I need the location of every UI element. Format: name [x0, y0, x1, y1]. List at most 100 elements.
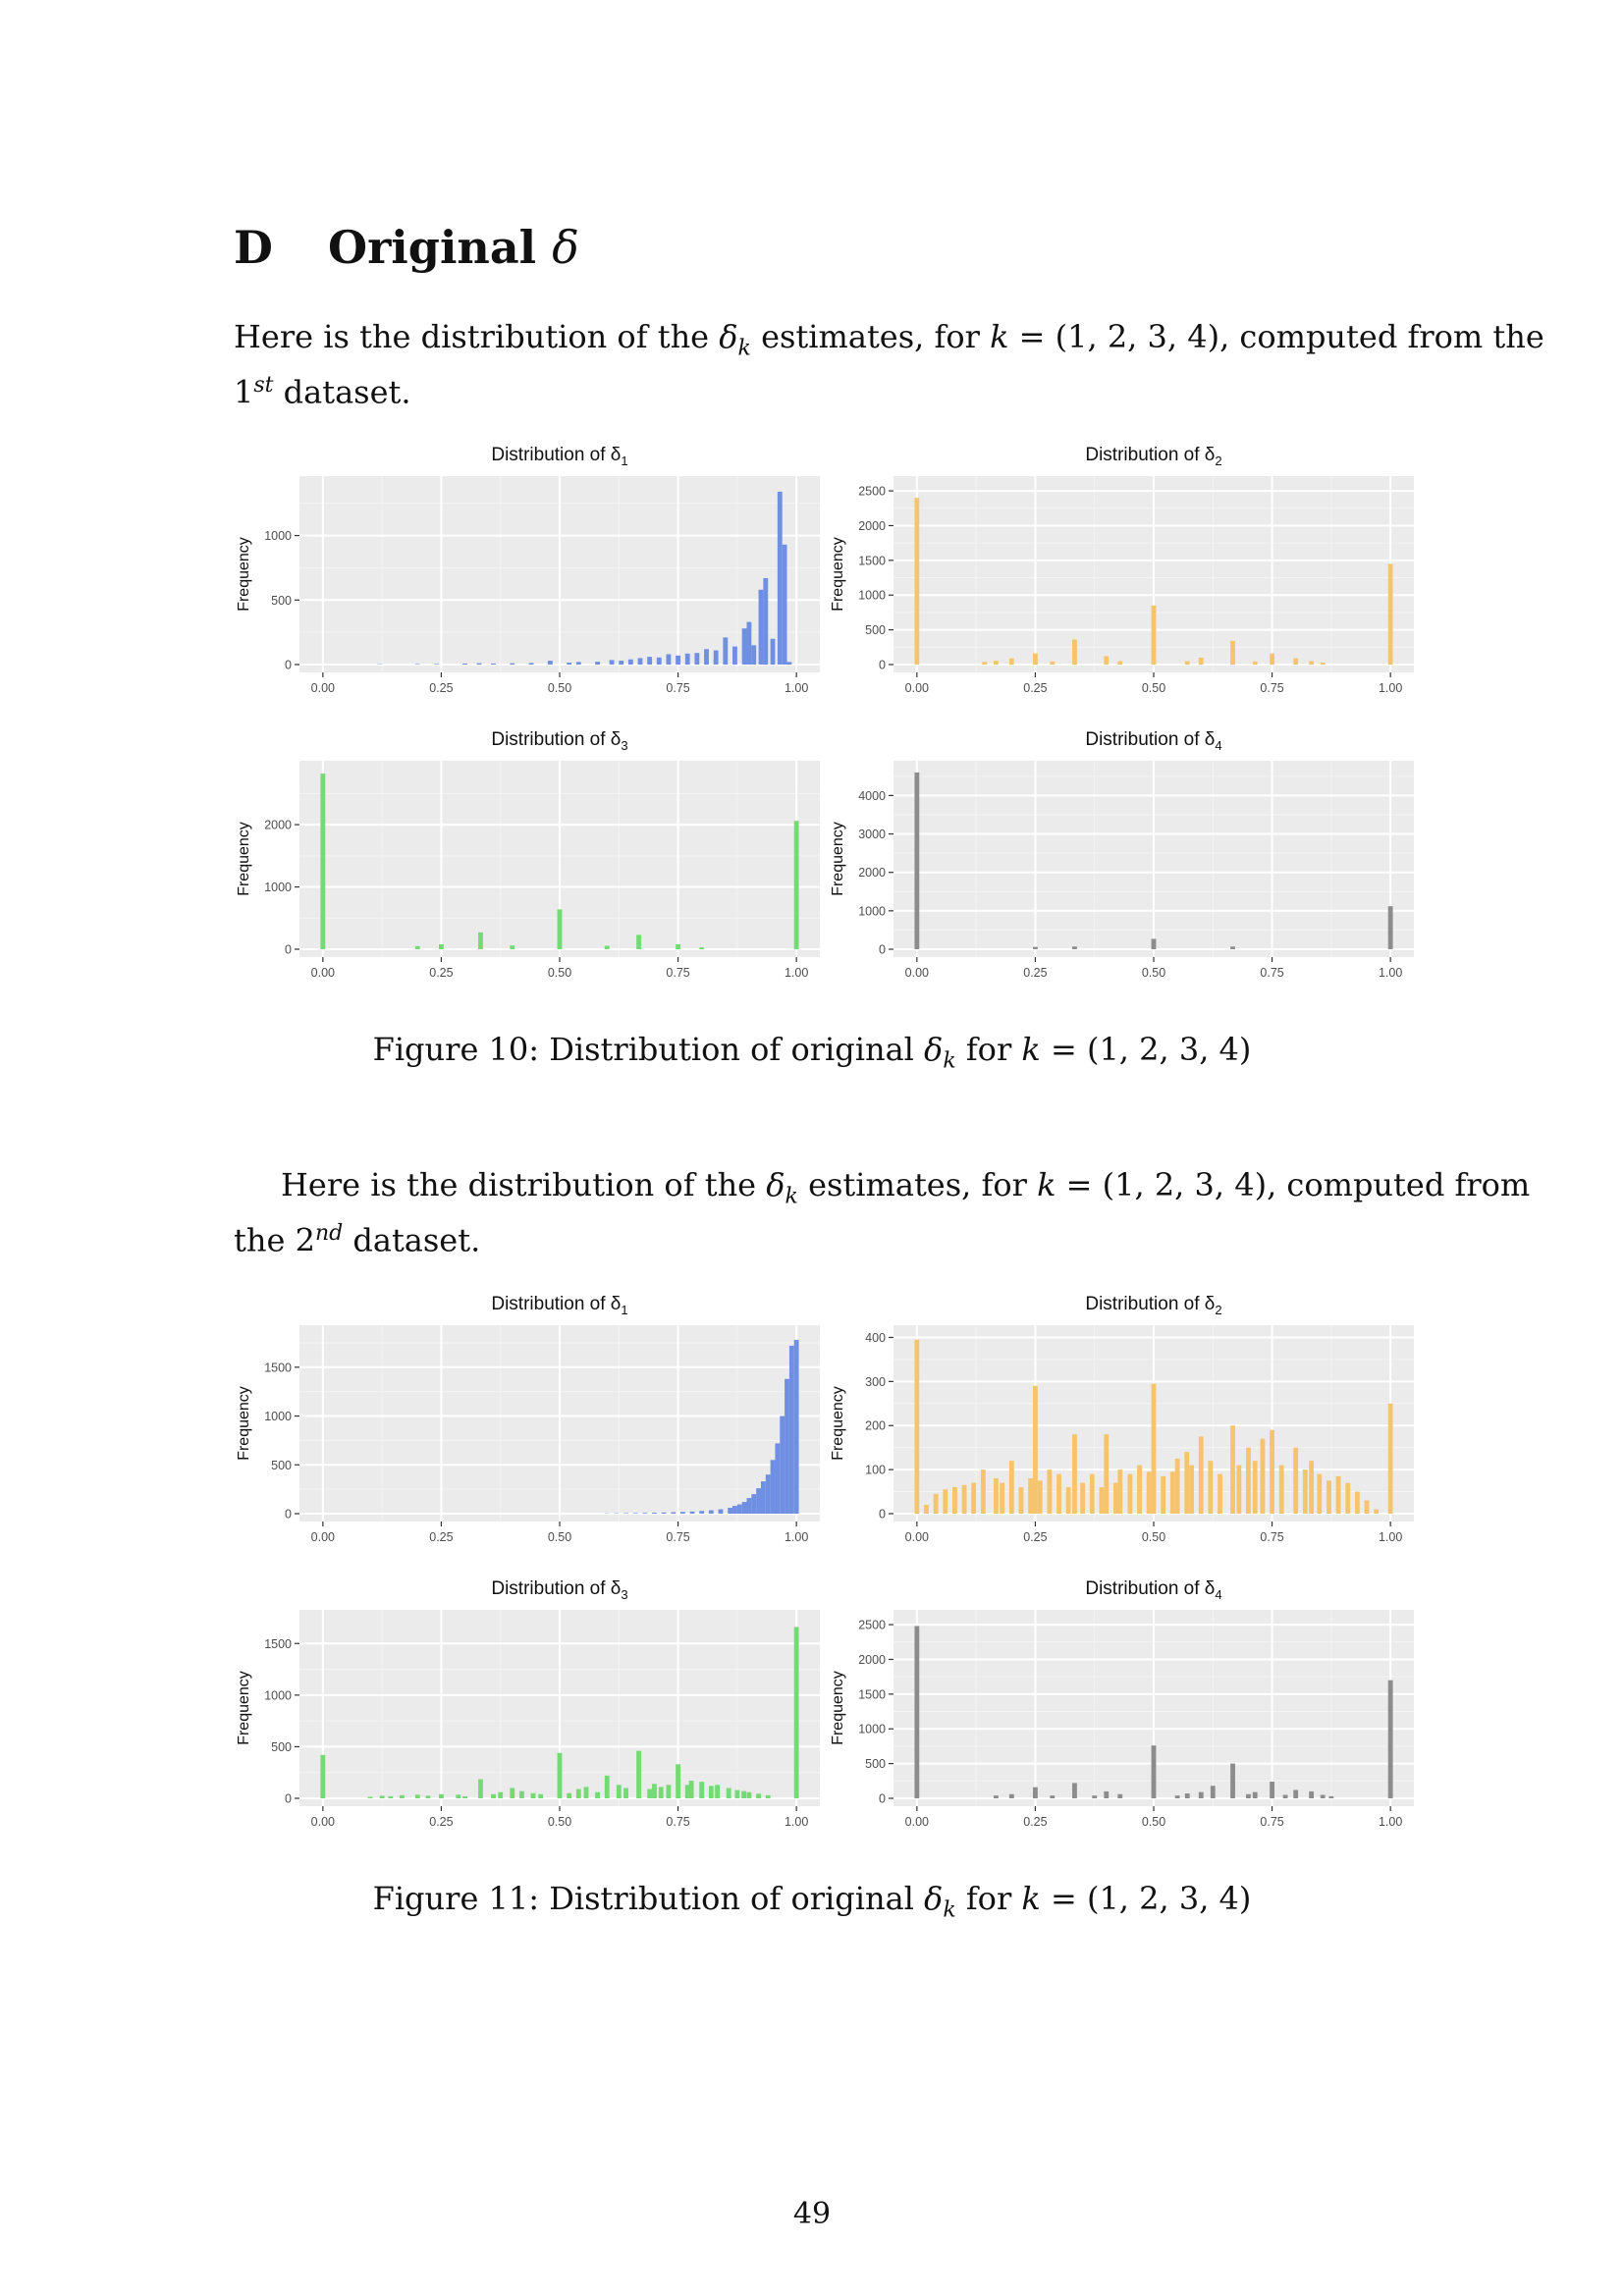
- histogram-bar: [1252, 661, 1258, 665]
- histogram-bar: [652, 1784, 657, 1798]
- histogram-bar: [1230, 1763, 1235, 1798]
- histogram-bar: [1072, 1434, 1077, 1514]
- y-tick-label: 0: [879, 1792, 886, 1806]
- histogram-bar: [1260, 1438, 1266, 1514]
- histogram-bar: [694, 653, 700, 665]
- histogram-bar: [1309, 1790, 1315, 1798]
- histogram-bar: [623, 1788, 628, 1798]
- text: for: [955, 1031, 1022, 1068]
- histogram-bar: [666, 654, 672, 665]
- histogram-bar: [478, 932, 483, 949]
- text: dataset.: [343, 1221, 481, 1259]
- y-tick-label: 300: [865, 1375, 886, 1389]
- histogram-bar: [763, 577, 769, 665]
- x-tick-label: 1.00: [1379, 1530, 1402, 1544]
- y-axis-label: Frequency: [830, 1386, 846, 1461]
- chart-title: Distribution of δ2: [1085, 445, 1221, 468]
- text: = (1, 2, 3, 4), computed from: [1056, 1166, 1531, 1203]
- histogram-bar: [676, 655, 680, 665]
- histogram-bar: [1328, 1795, 1334, 1798]
- histogram-bar: [676, 1764, 680, 1798]
- histogram-bar: [510, 663, 515, 665]
- text: = (1, 2, 3, 4), computed from the: [1008, 318, 1544, 355]
- chart-title-base: Distribution of δ: [491, 445, 621, 465]
- histogram-bar: [679, 1512, 685, 1514]
- histogram-bar: [1198, 1436, 1204, 1514]
- histogram-bar: [732, 646, 737, 665]
- text: Here is the distribution of the: [234, 318, 720, 355]
- y-axis-label: Frequency: [236, 537, 252, 612]
- x-tick-label: 0.75: [1260, 966, 1283, 980]
- histogram-bar: [775, 1443, 781, 1514]
- y-tick-label: 0: [879, 1508, 886, 1522]
- y-axis-label: Frequency: [236, 1671, 252, 1745]
- text: estimates, for: [750, 318, 991, 355]
- histogram-bar: [751, 645, 757, 665]
- histogram-bar: [736, 1504, 742, 1514]
- chart-title-subscript: 1: [621, 1303, 627, 1317]
- histogram-bar: [676, 943, 680, 949]
- histogram-bar: [770, 638, 776, 665]
- y-tick-label: 3000: [858, 828, 886, 841]
- histogram-bar: [1387, 563, 1393, 665]
- histogram-bar: [708, 1510, 714, 1514]
- text: Figure 11: Distribution of original: [372, 1880, 925, 1917]
- y-tick-label: 0: [285, 659, 292, 672]
- histogram-bar: [765, 1474, 771, 1514]
- histogram-bar: [1008, 658, 1014, 665]
- histogram-bar: [1117, 1469, 1123, 1514]
- histogram-bar: [1335, 1475, 1341, 1514]
- math-k: k: [1037, 1166, 1056, 1203]
- histogram-bar: [1008, 1461, 1014, 1514]
- x-tick-label: 0.75: [1260, 1530, 1283, 1544]
- y-tick-label: 500: [271, 1459, 292, 1472]
- histogram-bar: [1387, 1403, 1393, 1514]
- chart-title-subscript: 3: [621, 738, 627, 753]
- y-tick-label: 500: [865, 1757, 886, 1771]
- histogram-bar: [699, 1511, 705, 1514]
- y-tick-label: 2000: [858, 1653, 886, 1667]
- y-axis-label: Frequency: [830, 1671, 846, 1745]
- histogram-bar: [1174, 1458, 1180, 1514]
- chart-title: Distribution of δ1: [491, 1294, 627, 1317]
- histogram-bar: [636, 1750, 641, 1798]
- paragraph-1-line-2: 1st dataset.: [234, 361, 411, 417]
- chart-title-subscript: 4: [1215, 1587, 1221, 1602]
- histogram-bar: [914, 1626, 920, 1798]
- page-number: 49: [792, 2197, 832, 2231]
- histogram-bar: [741, 1502, 747, 1514]
- section-heading: D Original δ: [234, 221, 579, 274]
- y-tick-label: 1000: [858, 589, 886, 603]
- histogram-bar: [1374, 1509, 1380, 1514]
- histogram-bar: [320, 1754, 326, 1798]
- histogram-bar: [379, 1795, 385, 1798]
- y-tick-label: 200: [865, 1419, 886, 1433]
- figure-11-caption: Figure 11: Distribution of original δk f…: [0, 1880, 1624, 1922]
- histogram-bar: [746, 621, 752, 665]
- section-title: Original: [328, 221, 537, 274]
- histogram-bar: [760, 1481, 766, 1514]
- histogram-bar: [734, 1789, 740, 1798]
- figure-10: Distribution of δ10.00 0.25 0.50 0.75 1.0005…: [236, 445, 1414, 980]
- y-tick-label: 0: [879, 659, 886, 672]
- histogram-bar: [1117, 661, 1123, 665]
- histogram-bar: [1146, 1471, 1152, 1514]
- histogram-bar: [661, 1512, 667, 1514]
- x-tick-label: 0.50: [1142, 966, 1165, 980]
- histogram-bar: [538, 1793, 544, 1798]
- histogram-bar: [1230, 640, 1235, 665]
- y-tick-label: 1500: [264, 1637, 292, 1651]
- chart-title-base: Distribution of δ: [1085, 445, 1215, 465]
- histogram-bar: [1056, 1473, 1061, 1514]
- x-tick-label: 0.50: [548, 966, 571, 980]
- histogram-bar: [943, 1489, 948, 1514]
- x-tick-label: 0.00: [311, 966, 335, 980]
- histogram-bar: [1089, 1473, 1095, 1514]
- math-subscript: k: [785, 1184, 798, 1209]
- histogram-bar: [414, 945, 420, 949]
- figure-11: Distribution of δ10.00 0.25 0.50 0.75 1.0005…: [236, 1294, 1414, 1829]
- histogram-bar: [1033, 653, 1038, 665]
- histogram-bar: [637, 658, 643, 665]
- chart-1: Distribution of δ1 0.00 0.25 0.50 0.75 1.00 0 5…: [236, 445, 820, 695]
- chart-8: Distribution of δ4 0.00 0.25 0.50 0.75 1.00 0 5…: [830, 1578, 1414, 1829]
